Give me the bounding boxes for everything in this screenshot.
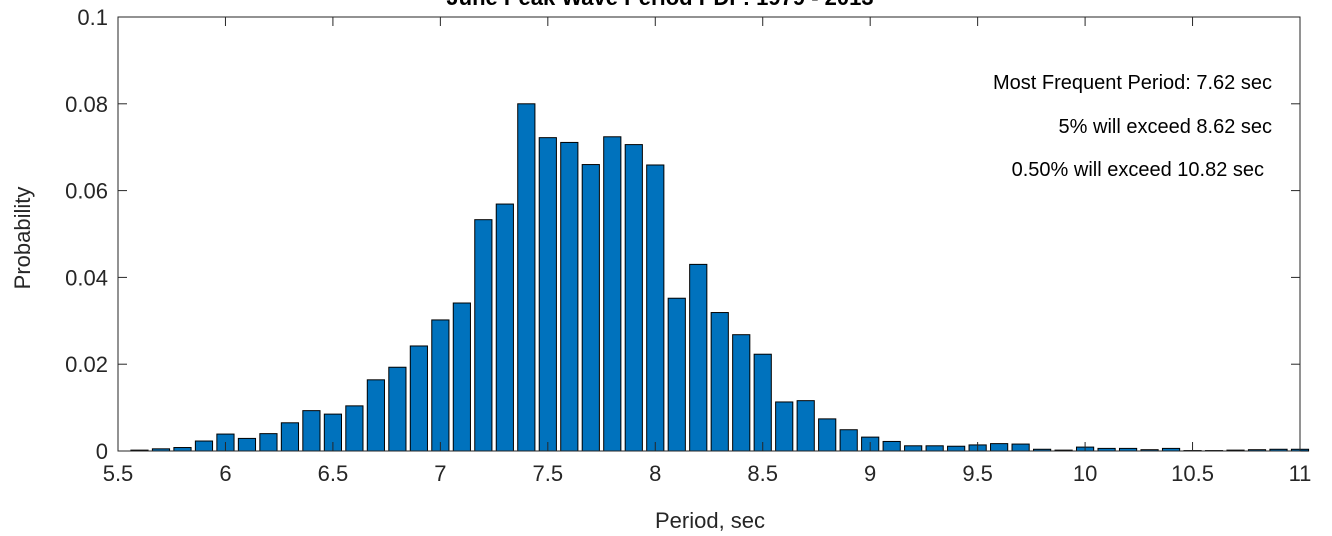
annotation-5pct-exceed: 5% will exceed 8.62 sec	[1059, 116, 1272, 138]
axis-ticks	[117, 16, 1301, 452]
x-tick-label: 8	[649, 461, 661, 486]
bar	[409, 345, 428, 452]
bar	[560, 141, 579, 452]
x-tick-label: 9.5	[962, 461, 993, 486]
bar	[345, 405, 364, 452]
y-tick-label: 0.06	[65, 179, 108, 204]
bar	[624, 144, 643, 452]
x-axis-label: Period, sec	[655, 508, 765, 533]
y-tick-label: 0	[96, 439, 108, 464]
bar	[732, 334, 751, 452]
bar	[1011, 443, 1030, 452]
y-tick-label: 0.02	[65, 352, 108, 377]
annotation-most-frequent: Most Frequent Period: 7.62 sec	[993, 72, 1272, 94]
bar	[495, 203, 514, 452]
x-tick-label: 8.5	[747, 461, 778, 486]
bar	[474, 219, 493, 452]
bar	[452, 302, 471, 452]
x-tick-label: 7.5	[533, 461, 564, 486]
bar	[388, 366, 407, 452]
bar	[947, 445, 966, 452]
bar	[646, 164, 665, 452]
x-tick-label: 10.5	[1171, 461, 1214, 486]
bar	[173, 447, 192, 452]
bar	[839, 429, 858, 452]
x-tick-label: 10	[1073, 461, 1097, 486]
bar	[538, 137, 557, 452]
bar	[194, 440, 214, 452]
x-tick-labels: 5.5 6 6.5 7 7.5 8 8.5 9 9.5 10 10.5 11	[103, 461, 1312, 486]
bar	[904, 445, 923, 452]
plot-area-frame	[117, 16, 1301, 452]
bar	[581, 164, 600, 452]
bar	[689, 263, 708, 452]
bar	[818, 418, 837, 452]
bar	[990, 443, 1009, 452]
x-tick-label: 6.5	[318, 461, 349, 486]
x-tick-label: 5.5	[103, 461, 134, 486]
bar	[753, 353, 772, 452]
bar-series	[130, 103, 1310, 452]
annotation-half-pct-exceed: 0.50% will exceed 10.82 sec	[1012, 159, 1264, 181]
bar	[259, 433, 278, 452]
y-tick-labels: 0 0.02 0.04 0.06 0.08 0.1	[65, 5, 108, 464]
chart-annotations: Most Frequent Period: 7.62 sec 5% will e…	[993, 72, 1272, 181]
bar	[775, 401, 794, 452]
bar	[603, 136, 622, 452]
chart-title: June Peak Wave Period PDF: 1979 - 2013	[446, 0, 873, 10]
x-tick-label: 7	[434, 461, 446, 486]
bar	[796, 400, 815, 452]
bar	[517, 103, 536, 452]
x-tick-label: 9	[864, 461, 876, 486]
bar	[710, 312, 729, 452]
bar	[882, 440, 901, 452]
y-axis-label: Probability	[10, 187, 35, 290]
bar	[237, 437, 257, 452]
bar	[302, 410, 321, 452]
bar	[925, 445, 944, 452]
bar	[667, 297, 686, 452]
x-tick-label: 11	[1289, 461, 1312, 486]
bar	[431, 319, 450, 452]
bar	[366, 379, 385, 452]
y-tick-label: 0.04	[65, 265, 108, 290]
y-tick-label: 0.08	[65, 92, 108, 117]
y-tick-label: 0.1	[77, 5, 108, 30]
x-tick-label: 6	[219, 461, 231, 486]
bar	[280, 422, 300, 452]
